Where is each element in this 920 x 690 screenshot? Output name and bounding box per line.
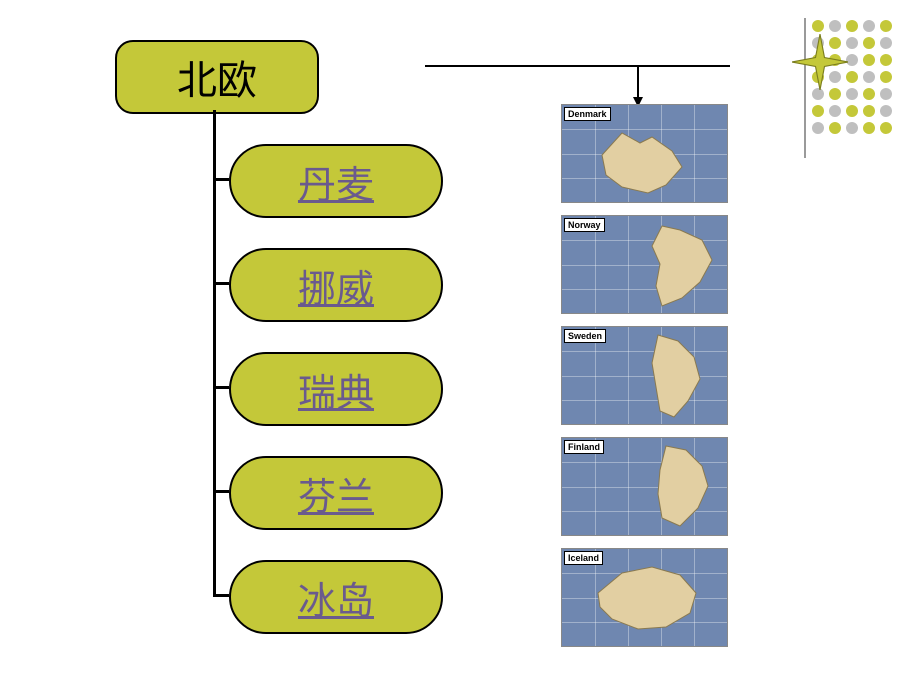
decoration-dot xyxy=(863,54,875,66)
child-label[interactable]: 挪威 xyxy=(298,258,374,313)
decoration-dot xyxy=(863,71,875,83)
decoration-dot xyxy=(846,122,858,134)
decoration-dot xyxy=(880,122,892,134)
decoration-dot xyxy=(812,20,824,32)
map-tile: Norway xyxy=(561,215,728,314)
decoration-dot xyxy=(846,20,858,32)
decoration-dot xyxy=(863,20,875,32)
decoration-dot xyxy=(863,105,875,117)
decoration-dot xyxy=(880,20,892,32)
tree-branch xyxy=(213,490,229,493)
arrow-vertical xyxy=(637,66,639,97)
tree-branch xyxy=(213,282,229,285)
decoration-dot xyxy=(829,122,841,134)
decoration-dot xyxy=(812,122,824,134)
decoration-dot xyxy=(846,105,858,117)
map-tile: Denmark xyxy=(561,104,728,203)
child-label[interactable]: 芬兰 xyxy=(298,466,374,521)
child-node[interactable]: 瑞典 xyxy=(229,352,443,426)
child-node[interactable]: 冰岛 xyxy=(229,560,443,634)
decoration-dot xyxy=(863,88,875,100)
decoration-dot xyxy=(829,105,841,117)
root-label: 北欧 xyxy=(177,48,257,106)
tree-branch xyxy=(213,594,229,597)
decoration-dot xyxy=(880,37,892,49)
map-tile: Iceland xyxy=(561,548,728,647)
root-node: 北欧 xyxy=(115,40,319,114)
child-node[interactable]: 挪威 xyxy=(229,248,443,322)
map-label: Norway xyxy=(564,218,605,232)
decoration-dot xyxy=(880,88,892,100)
star-icon xyxy=(792,34,848,90)
map-tile: Finland xyxy=(561,437,728,536)
map-label: Sweden xyxy=(564,329,606,343)
decoration-dot xyxy=(863,37,875,49)
child-label[interactable]: 冰岛 xyxy=(298,570,374,625)
child-node[interactable]: 芬兰 xyxy=(229,456,443,530)
tree-branch xyxy=(213,386,229,389)
tree-branch xyxy=(213,178,229,181)
decoration-dot xyxy=(880,105,892,117)
map-label: Finland xyxy=(564,440,604,454)
child-label[interactable]: 丹麦 xyxy=(298,154,374,209)
child-label[interactable]: 瑞典 xyxy=(298,362,374,417)
map-tile: Sweden xyxy=(561,326,728,425)
decoration-dot xyxy=(863,122,875,134)
decoration-dot xyxy=(880,54,892,66)
decoration-dot xyxy=(812,105,824,117)
tree-trunk xyxy=(213,110,216,595)
decoration-dot xyxy=(829,20,841,32)
map-label: Iceland xyxy=(564,551,603,565)
child-node[interactable]: 丹麦 xyxy=(229,144,443,218)
arrow-horizontal xyxy=(425,65,730,67)
decoration-dot xyxy=(880,71,892,83)
map-label: Denmark xyxy=(564,107,611,121)
